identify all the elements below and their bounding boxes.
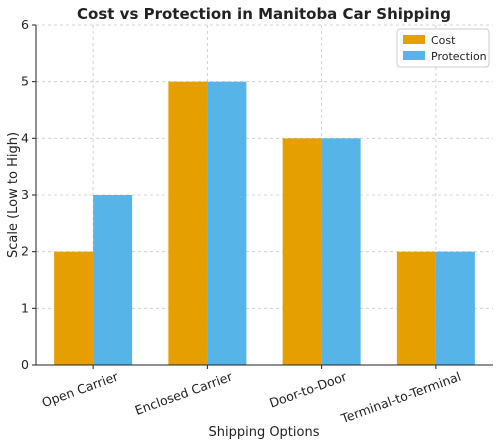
x-tick-label: Open Carrier: [40, 368, 121, 410]
y-axis-label: Scale (Low to High): [6, 132, 21, 258]
bar-cost-3: [282, 138, 322, 365]
y-tick-label: 1: [21, 300, 29, 315]
x-tick-label: Enclosed Carrier: [133, 368, 235, 418]
y-ticks: 0 1 2 3 4 5 6: [21, 17, 36, 372]
bar-cost-2: [168, 81, 208, 366]
bar-protection-4: [435, 251, 475, 365]
bar-protection-2: [207, 81, 247, 366]
legend-label-cost: Cost: [431, 34, 456, 47]
x-tick-label: Terminal-to-Terminal: [338, 369, 463, 427]
y-tick-label: 3: [21, 187, 29, 202]
y-tick-label: 6: [21, 17, 29, 32]
x-ticks: Open Carrier Enclosed Carrier Door-to-Door…: [40, 365, 463, 426]
bar-cost-4: [396, 251, 436, 365]
x-tick-label: Door-to-Door: [267, 368, 349, 410]
y-tick-label: 4: [21, 130, 29, 145]
bar-cost-1: [54, 251, 94, 365]
y-tick-label: 5: [21, 74, 29, 89]
legend-swatch-cost: [403, 35, 425, 44]
bar-protection-1: [93, 195, 133, 365]
axes-frame: [35, 25, 493, 366]
y-tick-label: 0: [21, 357, 29, 372]
y-tick-label: 2: [21, 244, 29, 259]
legend: Cost Protection: [396, 28, 490, 68]
legend-swatch-protection: [403, 51, 425, 60]
bars: [54, 81, 475, 366]
x-axis-label: Shipping Options: [208, 425, 319, 440]
bar-protection-3: [321, 138, 361, 365]
chart-title: Cost vs Protection in Manitoba Car Shipp…: [77, 5, 451, 23]
legend-label-protection: Protection: [431, 50, 487, 63]
